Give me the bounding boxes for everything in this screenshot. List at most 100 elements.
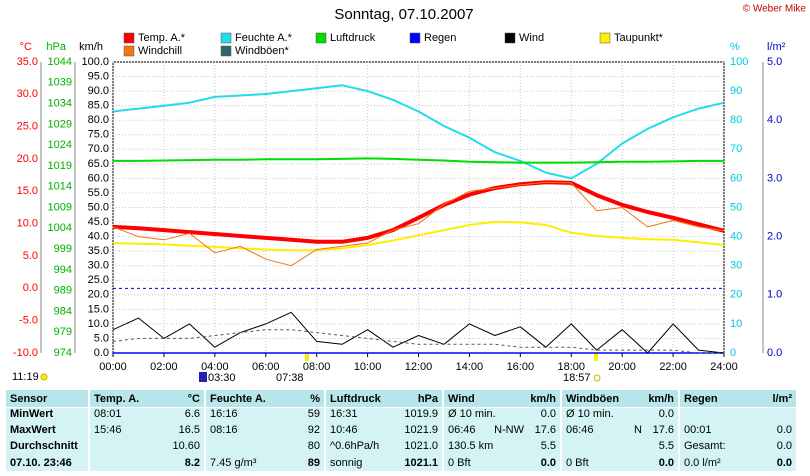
astro-time: 18:57 (563, 372, 591, 384)
y2-tick-label: 1034 (48, 97, 72, 109)
table-cell: 130.5 km (448, 440, 493, 452)
y2-tick-label: 1014 (48, 181, 72, 193)
y3-tick-label: 75.0 (88, 129, 109, 141)
table-cell: 0.0 (659, 457, 674, 469)
y4-tick-label: 60 (730, 172, 742, 184)
y4-tick-label: 0 (730, 347, 736, 359)
table-cell: 0.0 (777, 440, 792, 452)
table-cell: MaxWert (10, 424, 56, 436)
y-tick-label: 20.0 (17, 153, 38, 165)
y2-tick-label: 1019 (48, 160, 72, 172)
x-tick-label: 10:00 (354, 361, 382, 373)
table-column (206, 408, 324, 471)
copyright: © Weber Mike (743, 4, 807, 15)
astro-time: 11:19 (12, 371, 39, 383)
legend-swatch (220, 32, 232, 44)
table-header-cell (680, 390, 796, 407)
y3-tick-label: 60.0 (88, 172, 109, 184)
y-tick-label: -10.0 (13, 347, 38, 359)
table-cell: 15:46 (94, 424, 122, 436)
y2-tick-label: 994 (54, 264, 72, 276)
table-cell: 0.0 (659, 408, 674, 420)
y-tick-label: 5.0 (23, 250, 38, 262)
table-header: Regen (684, 393, 718, 405)
table-cell: 89 (308, 457, 320, 469)
table-cell: 1021.1 (404, 457, 438, 469)
y3-tick-label: 10.0 (88, 318, 109, 330)
y2-tick-label: 1029 (48, 118, 72, 130)
table-cell: 07.10. 23:46 (10, 457, 72, 469)
table-cell: Durchschnitt (10, 440, 78, 452)
y4-tick-label: 30 (730, 260, 742, 272)
table-header: l/m² (772, 393, 792, 405)
y3-tick-label: 0.0 (94, 347, 109, 359)
legend-swatch (599, 32, 611, 44)
table-cell: sonnig (330, 457, 362, 469)
table-cell: 10:46 (330, 424, 358, 436)
y3-tick-label: 30.0 (88, 260, 109, 272)
y3-tick-label: 35.0 (88, 245, 109, 257)
table-cell: 17.6 (653, 424, 674, 436)
table-header-cell (326, 390, 442, 407)
y-tick-label: 30.0 (17, 88, 38, 100)
y3-tick-label: 90.0 (88, 85, 109, 97)
table-cell: 59 (308, 408, 320, 420)
y2-tick-label: 984 (54, 305, 72, 317)
table-cell: 0 Bft (566, 457, 589, 469)
x-tick-label: 02:00 (150, 361, 178, 373)
table-cell: N-NW (494, 424, 525, 436)
sunrise-marker (305, 353, 309, 361)
y4-tick-label: 90 (730, 85, 742, 97)
moon-icon (199, 372, 207, 382)
y-tick-label: 15.0 (17, 185, 38, 197)
table-header-cell (562, 390, 678, 407)
y2-tick-label: 974 (54, 347, 72, 359)
table-cell: 10.60 (172, 440, 200, 452)
y4-tick-label: 100 (730, 56, 748, 68)
series-line (112, 311, 725, 354)
legend-label: Feuchte A.* (235, 32, 293, 44)
y3-tick-label: 55.0 (88, 187, 109, 199)
x-tick-label: 18:00 (557, 361, 585, 373)
table-header: Luftdruck (330, 393, 382, 405)
table-cell: Ø 10 min. (448, 408, 496, 420)
y2-tick-label: 1024 (48, 139, 72, 151)
series-line (113, 157, 724, 164)
legend-label: Windchill (138, 45, 182, 57)
y3-tick-label: 5.0 (94, 332, 109, 344)
legend-label: Luftdruck (330, 32, 376, 44)
y5-tick-label: 0.0 (767, 347, 782, 359)
table-header-cell (206, 390, 324, 407)
legend-label: Wind (519, 32, 544, 44)
table-cell: MinWert (10, 408, 54, 420)
x-tick-label: 04:00 (201, 361, 229, 373)
table-column (90, 408, 204, 471)
table-column (562, 408, 678, 471)
y3-axis-label: km/h (79, 41, 103, 53)
table-header: Windböen (566, 393, 619, 405)
legend-swatch (504, 32, 516, 44)
y3-tick-label: 100.0 (81, 56, 109, 68)
table-header-cell (444, 390, 560, 407)
legend-label: Taupunkt* (614, 32, 664, 44)
legend-swatch (220, 45, 232, 57)
y4-tick-label: 80 (730, 114, 742, 126)
y2-tick-label: 1044 (48, 56, 72, 68)
y4-tick-label: 40 (730, 231, 742, 243)
table-cell: 17.6 (535, 424, 556, 436)
table-cell: 8.2 (185, 457, 200, 469)
table-header-cell (6, 390, 88, 407)
y5-tick-label: 4.0 (767, 114, 782, 126)
table-cell: 0.0 l/m² (684, 457, 721, 469)
table-header: km/h (648, 393, 674, 405)
table-cell: Ø 10 min. (566, 408, 614, 420)
table-cell: 6.6 (185, 408, 200, 420)
x-tick-label: 00:00 (99, 361, 127, 373)
y2-tick-label: 979 (54, 326, 72, 338)
y3-tick-label: 45.0 (88, 216, 109, 228)
table-cell: ^0.6hPa/h (330, 440, 379, 452)
x-tick-label: 22:00 (659, 361, 687, 373)
sunset-marker (594, 353, 598, 361)
table-cell: 5.5 (659, 440, 674, 452)
